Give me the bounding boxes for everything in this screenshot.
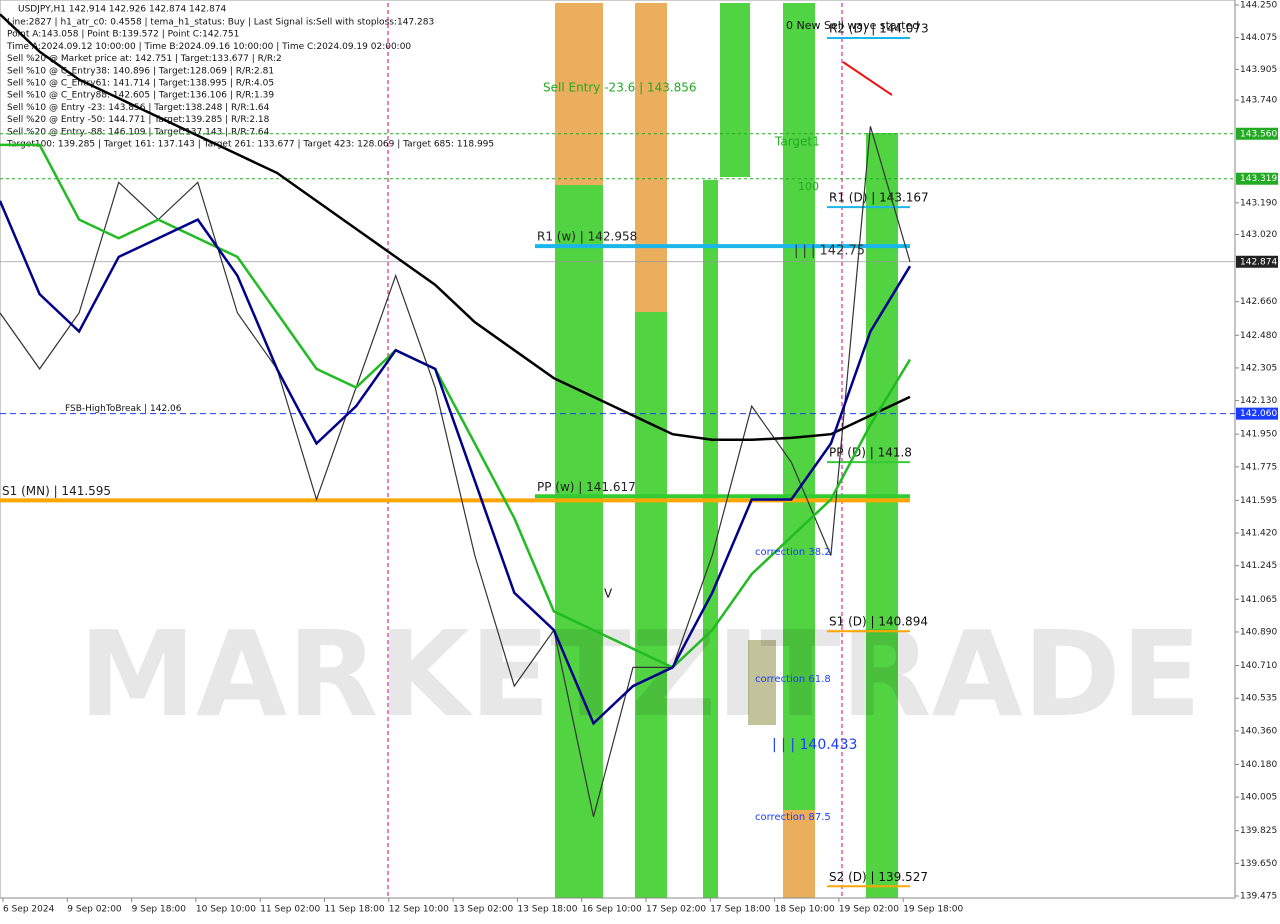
series-line <box>0 200 912 726</box>
y-tick-label: 142.305 <box>1240 363 1277 373</box>
x-tick-label: 11 Sep 18:00 <box>325 905 385 915</box>
price-tag <box>1236 127 1278 140</box>
zones <box>555 3 898 898</box>
y-tick-label: 139.475 <box>1240 892 1277 902</box>
info-line: Sell %20 @ Entry -88: 146.109 | Target:1… <box>7 127 270 137</box>
y-tick-label: 140.005 <box>1240 793 1277 803</box>
y-tick-label: 140.180 <box>1240 760 1277 770</box>
zone <box>720 3 750 177</box>
y-tick-label: 141.775 <box>1240 462 1277 472</box>
y-tick-label: 143.905 <box>1240 65 1277 75</box>
series-line <box>0 126 911 817</box>
level-label: R1 (w) | 142.958 <box>537 230 637 244</box>
info-line: Sell %10 @ C_Entry61: 141.714 | Target:1… <box>7 79 274 89</box>
watermark: MARKETZITRADE <box>79 605 1202 743</box>
annotation: correction 87.5 <box>755 812 831 823</box>
level-label: S1 (MN) | 141.595 <box>2 484 111 498</box>
y-tick-label: 139.650 <box>1240 859 1277 869</box>
price-tag <box>1236 255 1278 268</box>
y-tick-label: 141.420 <box>1240 529 1277 539</box>
x-tick-label: 12 Sep 10:00 <box>389 905 449 915</box>
zone <box>703 180 718 898</box>
y-tick-label: 139.825 <box>1240 826 1277 836</box>
x-tick-label: 19 Sep 02:00 <box>839 905 899 915</box>
level-label: S2 (D) | 139.527 <box>829 870 928 884</box>
zone <box>783 810 815 898</box>
level-label: S1 (D) | 140.894 <box>829 615 928 629</box>
series-line <box>0 143 912 669</box>
zone <box>555 185 603 898</box>
annotation: correction 61.8 <box>755 674 831 685</box>
level-label: FSB-HighToBreak | 142.06 <box>65 404 182 414</box>
y-tick-label: 142.480 <box>1240 331 1277 341</box>
y-tick-label: 140.360 <box>1240 726 1277 736</box>
zone <box>635 3 667 312</box>
x-tick-label: 17 Sep 02:00 <box>646 905 706 915</box>
y-tick-label: 141.595 <box>1240 496 1277 506</box>
x-tick-label: 11 Sep 02:00 <box>260 905 320 915</box>
level-label: R1 (D) | 143.167 <box>829 191 929 205</box>
annotation: | | | 142.75 <box>794 244 865 259</box>
price-tag <box>1236 407 1278 420</box>
info-line: Sell %10 @ C_Entry88: 142.605 | Target:1… <box>7 91 274 101</box>
annotation: correction 38.2 <box>755 547 831 558</box>
chart-title: USDJPY,H1 142.914 142.926 142.874 142.87… <box>18 5 227 15</box>
level-label: PP (D) | 141.8 <box>829 446 912 460</box>
annotation: Target1 <box>774 135 820 149</box>
zone <box>635 312 667 898</box>
zone <box>866 133 898 898</box>
y-tick-label: 142.130 <box>1240 396 1277 406</box>
y-tick-label: 140.535 <box>1240 694 1277 704</box>
x-tick-label: 13 Sep 02:00 <box>453 905 513 915</box>
y-tick-label: 141.245 <box>1240 561 1277 571</box>
x-tick-label: 16 Sep 10:00 <box>582 905 642 915</box>
zone <box>555 3 603 185</box>
info-line: Sell %10 @ C_Entry38: 140.896 | Target:1… <box>7 66 274 76</box>
annotation: 100 <box>798 180 819 193</box>
x-tick-label: 18 Sep 10:00 <box>775 905 835 915</box>
price-tag-label: 142.060 <box>1240 409 1277 419</box>
info-line: Line:2827 | h1_atr_c0: 0.4558 | tema_h1_… <box>7 18 434 28</box>
price-tag-label: 143.560 <box>1240 129 1277 139</box>
y-tick-label: 141.065 <box>1240 595 1277 605</box>
zone <box>748 640 776 725</box>
info-line: Point A:143.058 | Point B:139.572 | Poin… <box>7 30 239 40</box>
price-tag-label: 142.874 <box>1240 257 1277 267</box>
x-tick-label: 17 Sep 18:00 <box>710 905 770 915</box>
y-tick-label: 141.950 <box>1240 430 1277 440</box>
trend-line <box>842 61 893 96</box>
series-line <box>0 13 911 442</box>
x-tick-label: 13 Sep 18:00 <box>517 905 577 915</box>
y-tick-label: 144.075 <box>1240 33 1277 43</box>
annotation: Sell Entry -23.6 | 143.856 <box>543 81 697 95</box>
y-tick-label: 144.250 <box>1240 1 1277 11</box>
x-tick-label: 6 Sep 2024 <box>3 905 55 915</box>
annotation: | | | 140.433 <box>772 737 857 753</box>
y-tick-label: 143.020 <box>1240 230 1277 240</box>
x-tick-label: 9 Sep 18:00 <box>132 905 187 915</box>
level-label: R2 (D) | 144.073 <box>829 22 929 36</box>
x-tick-label: 10 Sep 10:00 <box>196 905 256 915</box>
price-tag-label: 143.319 <box>1240 174 1277 184</box>
x-tick-label: 19 Sep 18:00 <box>903 905 963 915</box>
info-line: Target100: 139.285 | Target 161: 137.143… <box>6 140 494 150</box>
annotation: V <box>604 587 613 601</box>
y-tick-label: 142.660 <box>1240 297 1277 307</box>
y-tick-label: 143.740 <box>1240 96 1277 106</box>
info-line: Sell %20 @ Market price at: 142.751 | Ta… <box>7 54 282 64</box>
annotation: 0 New Sell wave started <box>786 19 919 32</box>
y-tick-label: 140.710 <box>1240 661 1277 671</box>
y-tick-label: 140.890 <box>1240 627 1277 637</box>
info-line: Sell %20 @ Entry -50: 144.771 | Target:1… <box>7 115 270 125</box>
x-tick-label: 9 Sep 02:00 <box>67 905 122 915</box>
price-tag <box>1236 172 1278 185</box>
info-line: Time A:2024.09.12 10:00:00 | Time B:2024… <box>6 42 411 52</box>
level-label: PP (w) | 141.617 <box>537 480 636 494</box>
zone <box>783 3 815 810</box>
y-tick-label: 143.190 <box>1240 198 1277 208</box>
